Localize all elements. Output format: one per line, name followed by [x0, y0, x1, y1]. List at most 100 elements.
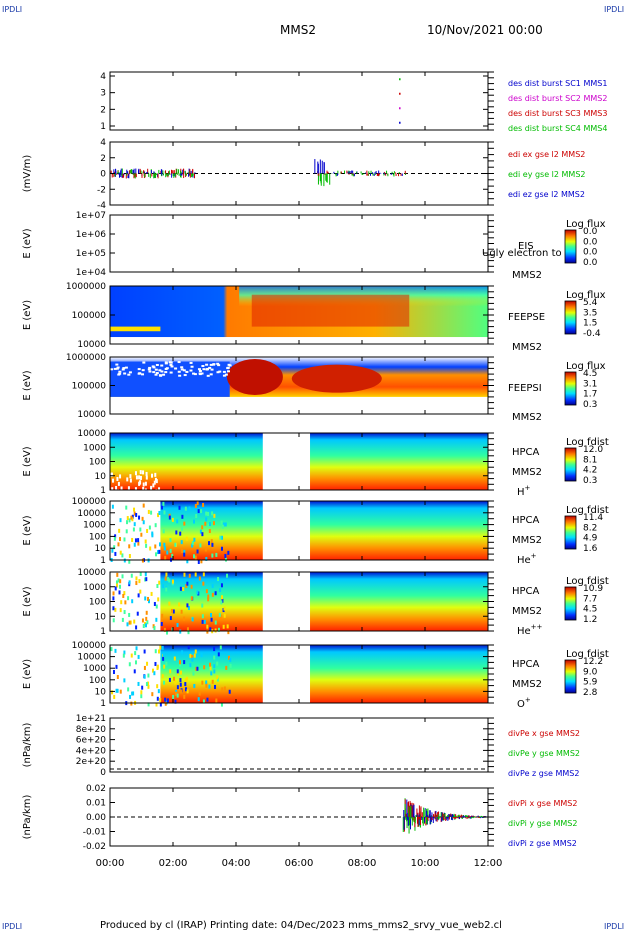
spectrogram-gap [147, 368, 151, 371]
spectrogram-pixel [194, 572, 197, 577]
spectrogram-pixel [187, 645, 190, 650]
spectrogram-pixel [158, 487, 161, 492]
y-tick-label: 3 [100, 89, 106, 99]
spectrogram-gap [160, 364, 164, 367]
legend-entry-1: des dist burst SC1 MMS1 [508, 79, 607, 88]
y-tick-label: 1e+04 [76, 268, 107, 278]
data-gap [262, 572, 311, 631]
colorbar-tick-label: 3.1 [583, 379, 597, 389]
spectrogram-pixel [159, 702, 162, 707]
colorbar-tick-label: 5.4 [583, 298, 598, 308]
spectrogram-pixel [171, 553, 174, 558]
colorbar-tick-label: 1.7 [583, 390, 597, 400]
spectrogram-pixel [186, 627, 189, 632]
spectrogram-gap [113, 367, 117, 370]
corner-label-bottom-left: IPDLI [2, 922, 23, 931]
colorbar [564, 371, 577, 406]
spectrogram-pixel [127, 596, 130, 601]
spectrogram-pixel [145, 610, 148, 615]
spectrogram-gap [217, 364, 221, 367]
colorbar-tick-label: 0.3 [583, 400, 597, 410]
spectrogram-pixel [181, 526, 184, 531]
spectrogram-pixel [172, 609, 175, 614]
spectrogram-gap [222, 370, 226, 373]
spectrogram-pixel [213, 655, 216, 660]
species-label: He+ [517, 552, 537, 566]
spectrogram-pixel [187, 630, 190, 635]
legend-entry-2: edi ey gse l2 MMS2 [508, 170, 586, 179]
colorbar [564, 586, 577, 621]
panel-2: 4 2 0 -2 -4 (mV/m) edi ex gse l2 MMS2 edi ey gs… [22, 138, 586, 211]
spectrogram-pixel [202, 581, 205, 586]
spectrogram-pixel [169, 548, 172, 553]
spectrogram-pixel [144, 577, 147, 582]
spectrogram-pixel [112, 591, 115, 596]
spectrogram-pixel [158, 542, 161, 547]
spectrogram-pixel [148, 525, 151, 530]
corner-label-top-left: IPDLI [2, 5, 23, 14]
spectrogram-pixel [202, 699, 205, 704]
spectrogram-pixel [186, 689, 189, 694]
time-tick-label: 10:00 [411, 858, 440, 869]
spectrogram-pixel [201, 619, 204, 624]
instrument-label: HPCA [512, 515, 540, 526]
spectrogram-pixel [210, 617, 213, 622]
spectrogram-pixel [206, 624, 209, 629]
spectrogram-pixel [190, 596, 193, 601]
spectrogram-pixel [119, 579, 122, 584]
y-tick-label: 10 [95, 544, 107, 554]
spectrogram-pixel [147, 702, 150, 707]
spectrogram-pixel [135, 625, 138, 630]
spectrogram-pixel [185, 584, 188, 589]
spectrogram-gap [121, 368, 125, 371]
spectrogram-pixel [150, 591, 153, 596]
corner-label-bottom-right: IPDLI [604, 922, 625, 931]
spectrogram-pixel [211, 583, 214, 588]
spectrogram-pixel [111, 504, 114, 509]
panel-8: 10000 1000 100 10 1 E (eV) HPCA MMS2 He++ Log fdi… [22, 568, 609, 637]
spectrogram-pixel [118, 528, 121, 533]
spectrogram-pixel [130, 573, 133, 578]
spectrogram-pixel [199, 543, 202, 548]
spectrogram-pixel [129, 478, 132, 483]
spectrogram-pixel [219, 614, 222, 619]
spectrogram-pixel [215, 552, 218, 557]
spectrogram-pixel [151, 692, 154, 697]
spectrogram-pixel [155, 552, 158, 557]
spectrogram-pixel [193, 683, 196, 688]
spectrogram-pixel [168, 601, 171, 606]
spectrogram-pixel [137, 681, 140, 686]
spectrogram-pixel [120, 486, 123, 491]
spectrogram-pixel [184, 682, 187, 687]
spectrogram-gap [160, 370, 164, 373]
colorbar-title: Log fdist [566, 649, 609, 660]
spectrogram-pixel [198, 691, 201, 696]
spectrogram-pixel [164, 555, 167, 560]
spectrogram-pixel [146, 661, 149, 666]
spectrogram-pixel [139, 475, 142, 480]
colorbar-tick-label: 2.8 [583, 688, 598, 698]
spectrogram-pixel [127, 687, 130, 692]
spectrogram-pixel [112, 670, 115, 675]
spectrogram-pixel [211, 679, 214, 684]
spectrogram-pixel [145, 543, 148, 548]
spectrogram-pixel [180, 689, 183, 694]
spectrogram-pixel [139, 589, 142, 594]
spectrogram-gap [116, 366, 120, 369]
spectrogram-pixel [162, 584, 165, 589]
spectrogram-pixel [133, 619, 136, 624]
spectrogram-pixel [155, 617, 158, 622]
footer-text: Produced by cl (IRAP) Printing date: 04/… [100, 920, 502, 931]
spectrogram-pixel [143, 674, 146, 679]
spectrogram-gap [165, 367, 169, 370]
spectrogram-gap [226, 367, 230, 370]
spectrogram-gap [155, 363, 159, 366]
y-tick-label: 1 [100, 122, 106, 132]
spectrogram-gap [154, 373, 158, 376]
spectrogram-gap [138, 372, 142, 375]
y-tick-label: 10000 [77, 340, 106, 350]
spectrogram-pixel [134, 651, 137, 656]
spectrogram-pixel [216, 661, 219, 666]
spectrogram-pixel [223, 606, 226, 611]
spectrogram-gap [189, 369, 193, 372]
